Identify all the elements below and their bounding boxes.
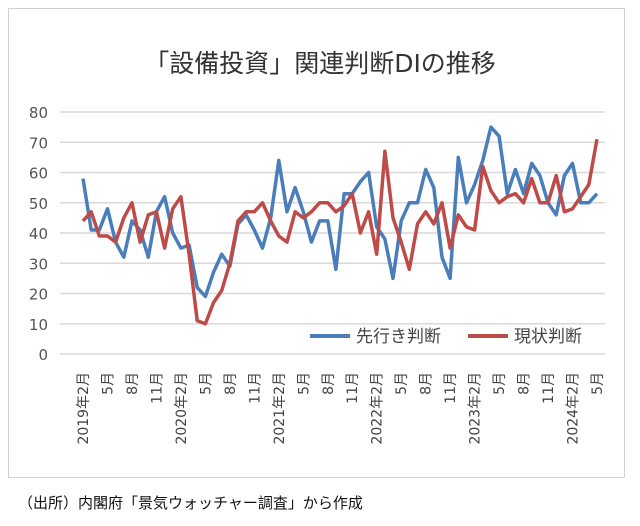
y-tick-label: 0	[38, 346, 48, 364]
y-tick-label: 60	[29, 165, 48, 183]
y-tick-label: 30	[29, 255, 48, 273]
x-tick-label: 2024年2月	[566, 372, 582, 445]
y-tick-label: 50	[29, 195, 48, 213]
x-tick-label: 8月	[223, 372, 239, 395]
legend-label: 先行き判断	[356, 327, 441, 347]
x-tick-label: 11月	[247, 372, 263, 404]
x-tick-label: 5月	[590, 372, 606, 395]
series-line-1	[81, 125, 599, 299]
x-tick-label: 2022年2月	[370, 372, 386, 445]
chart-frame	[8, 8, 625, 478]
x-tick-label: 11月	[149, 372, 165, 404]
y-tick-label: 40	[29, 225, 48, 243]
x-tick-label: 2019年2月	[76, 372, 92, 445]
legend-label: 現状判断	[514, 327, 582, 347]
x-tick-label: 2021年2月	[272, 372, 288, 445]
x-tick-label: 8月	[321, 372, 337, 395]
x-tick-label: 2023年2月	[468, 372, 484, 445]
y-tick-label: 70	[29, 134, 48, 152]
chart-title: 「設備投資」関連判断DIの推移	[144, 49, 496, 78]
x-tick-label: 5月	[492, 372, 508, 395]
y-tick-label: 10	[29, 316, 48, 334]
x-tick-label: 5月	[100, 372, 116, 395]
y-tick-label: 20	[29, 286, 48, 304]
series-line-2	[81, 138, 599, 326]
x-tick-label: 5月	[296, 372, 312, 395]
x-tick-label: 8月	[125, 372, 141, 395]
x-tick-label: 11月	[443, 372, 459, 404]
x-tick-label: 8月	[419, 372, 435, 395]
y-tick-label: 80	[29, 104, 48, 122]
x-tick-label: 5月	[394, 372, 410, 395]
x-tick-label: 2020年2月	[174, 372, 190, 445]
x-tick-label: 11月	[345, 372, 361, 404]
source-note: （出所）内閣府「景気ウォッチャー調査」から作成	[18, 494, 363, 512]
x-tick-label: 11月	[541, 372, 557, 404]
x-tick-label: 5月	[198, 372, 214, 395]
x-tick-label: 8月	[517, 372, 533, 395]
